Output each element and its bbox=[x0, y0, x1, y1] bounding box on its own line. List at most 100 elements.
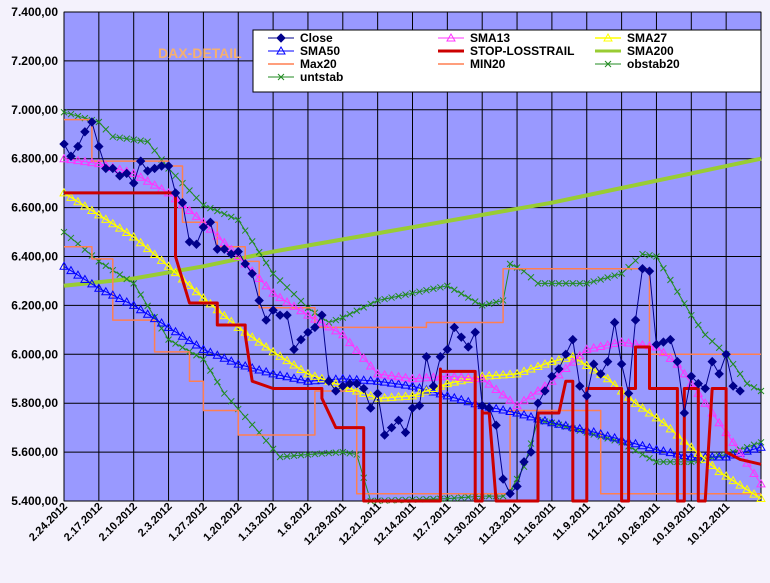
data-point bbox=[205, 217, 216, 227]
data-point bbox=[660, 264, 667, 272]
data-point bbox=[484, 370, 495, 380]
data-point bbox=[241, 413, 249, 421]
data-point bbox=[360, 304, 368, 311]
data-point bbox=[574, 356, 585, 365]
data-point bbox=[680, 300, 688, 307]
data-point bbox=[400, 372, 411, 382]
data-point bbox=[149, 249, 160, 259]
data-point bbox=[554, 364, 564, 374]
data-point bbox=[554, 354, 564, 364]
data-point bbox=[667, 458, 674, 466]
data-point bbox=[402, 291, 409, 298]
data-point bbox=[367, 300, 375, 308]
data-point bbox=[714, 417, 725, 427]
data-point bbox=[80, 156, 90, 166]
data-point bbox=[227, 213, 235, 221]
data-point bbox=[540, 415, 550, 425]
data-point bbox=[107, 290, 118, 299]
data-point bbox=[102, 262, 110, 270]
data-point bbox=[254, 295, 264, 306]
data-point bbox=[646, 251, 653, 259]
legend-items: Close SMA13 SMA27 SMA50 STOP-LOSSTRAIL SMA200… bbox=[268, 31, 680, 84]
data-point bbox=[407, 403, 418, 413]
data-point bbox=[142, 243, 153, 253]
data-point bbox=[464, 294, 472, 301]
data-point bbox=[674, 288, 681, 296]
data-point bbox=[395, 292, 402, 300]
data-point bbox=[430, 285, 437, 293]
data-point bbox=[602, 340, 613, 349]
data-point bbox=[163, 261, 174, 270]
data-point bbox=[386, 392, 397, 401]
data-point bbox=[372, 388, 383, 399]
data-point bbox=[653, 458, 660, 466]
data-point bbox=[227, 397, 235, 405]
data-point bbox=[547, 371, 557, 382]
data-point bbox=[707, 356, 717, 367]
data-point bbox=[701, 331, 709, 339]
data-point bbox=[317, 317, 327, 327]
data-point bbox=[100, 214, 111, 223]
legend-label: Max20 bbox=[300, 57, 337, 71]
data-point bbox=[170, 267, 181, 277]
data-point bbox=[290, 290, 298, 298]
data-point bbox=[728, 475, 738, 485]
series-line-obstab20 bbox=[63, 111, 762, 392]
data-point bbox=[393, 379, 404, 388]
data-point bbox=[541, 280, 549, 287]
data-point bbox=[416, 288, 423, 296]
data-point bbox=[686, 442, 697, 451]
data-point bbox=[130, 136, 138, 143]
data-point bbox=[282, 355, 292, 365]
data-point bbox=[519, 366, 529, 375]
data-point bbox=[533, 385, 543, 395]
data-point bbox=[588, 364, 599, 374]
data-point bbox=[184, 335, 195, 345]
data-point bbox=[353, 307, 361, 315]
data-point bbox=[667, 276, 674, 284]
data-point bbox=[144, 138, 151, 145]
data-point bbox=[297, 451, 305, 459]
data-point bbox=[639, 250, 646, 258]
data-point bbox=[198, 293, 209, 302]
data-point bbox=[207, 204, 214, 212]
y-tick-label: 7.000,00 bbox=[11, 103, 58, 117]
data-point bbox=[590, 278, 598, 285]
data-point bbox=[198, 344, 209, 353]
data-point bbox=[623, 338, 634, 347]
data-point bbox=[193, 194, 200, 202]
data-point bbox=[512, 481, 522, 492]
data-point bbox=[149, 313, 160, 323]
data-point bbox=[595, 428, 606, 438]
data-point bbox=[477, 400, 487, 411]
data-point bbox=[400, 427, 411, 438]
data-point bbox=[457, 494, 465, 501]
legend-item-max20: Max20 bbox=[268, 57, 337, 71]
data-point bbox=[639, 451, 646, 458]
legend-item-sma50: SMA50 bbox=[268, 44, 340, 58]
data-point bbox=[170, 188, 181, 198]
data-point bbox=[310, 375, 320, 385]
y-tick-label: 5.800,00 bbox=[11, 396, 58, 410]
data-point bbox=[184, 205, 195, 215]
data-point bbox=[261, 315, 271, 325]
data-point bbox=[261, 280, 271, 290]
data-point bbox=[268, 346, 278, 356]
data-point bbox=[477, 373, 488, 383]
data-point bbox=[609, 338, 620, 348]
data-point bbox=[513, 475, 521, 483]
data-point bbox=[191, 239, 202, 249]
data-point bbox=[233, 322, 244, 331]
data-point bbox=[651, 412, 662, 422]
data-point bbox=[317, 310, 327, 320]
data-point bbox=[611, 272, 618, 279]
series-line-min20 bbox=[64, 245, 761, 495]
data-point bbox=[310, 322, 320, 333]
data-point bbox=[177, 331, 188, 340]
legend-label: SMA27 bbox=[627, 31, 667, 45]
data-point bbox=[73, 270, 83, 279]
data-point bbox=[121, 296, 132, 306]
data-point bbox=[484, 379, 495, 388]
data-point bbox=[540, 359, 550, 368]
